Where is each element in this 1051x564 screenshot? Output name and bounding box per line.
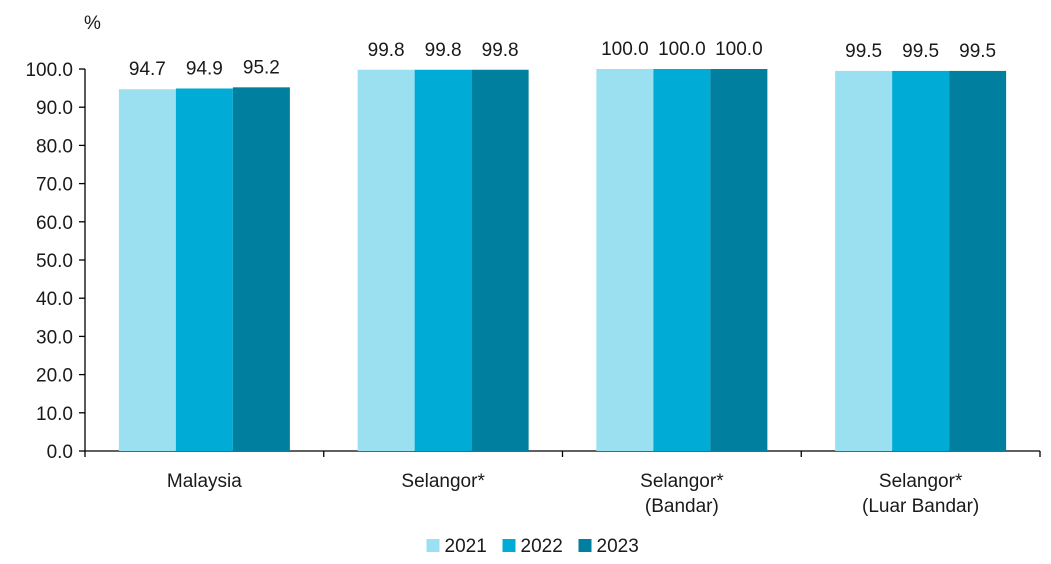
data-label: 100.0 [658, 39, 706, 60]
bars [118, 69, 1007, 452]
y-tick-label: 10.0 [36, 404, 73, 425]
x-category-label: Selangor* (Luar Bandar) [862, 471, 979, 517]
y-tick-label: 90.0 [36, 98, 73, 119]
legend-label-2022: 2022 [521, 536, 563, 557]
data-label: 95.2 [243, 57, 280, 78]
legend-swatch-2023 [578, 539, 592, 552]
x-category-label: Malaysia [167, 471, 242, 492]
bar-selangor-luar-bandar-2022 [892, 70, 950, 451]
y-tick-label: 80.0 [36, 136, 73, 157]
bar-selangor-2021 [357, 69, 415, 451]
y-axis-unit-label: % [84, 13, 101, 34]
y-tick-label: 60.0 [36, 213, 73, 234]
y-tick-label: 30.0 [36, 327, 73, 348]
data-label: 99.8 [368, 40, 405, 61]
bar-selangor-bandar-2021 [596, 69, 654, 451]
data-label: 94.7 [129, 59, 166, 80]
data-label: 99.5 [902, 41, 939, 62]
y-tick-label: 100.0 [25, 60, 73, 81]
axes: 0.0 10.0 20.0 30.0 40.0 50.0 60.0 70.0 80.0 90.0 1… [25, 60, 1041, 463]
data-label: 100.0 [601, 39, 649, 60]
legend-swatch-2022 [502, 539, 516, 552]
bar-selangor-luar-bandar-2023 [949, 70, 1007, 451]
y-tick-label: 70.0 [36, 175, 73, 196]
legend-swatch-2021 [426, 539, 440, 552]
bar-malaysia-2023 [232, 87, 290, 451]
data-label: 99.5 [845, 41, 882, 62]
data-labels: 94.7 94.9 95.2 99.8 99.8 99.8 100.0 100.0 100.0 9… [129, 39, 996, 80]
bar-selangor-2023 [471, 69, 529, 451]
x-category-label: Selangor* [401, 471, 485, 492]
bar-malaysia-2021 [118, 89, 176, 451]
legend: 2021 2022 2023 [426, 536, 639, 557]
bar-selangor-bandar-2023 [710, 69, 768, 451]
category-labels: Malaysia Selangor* Selangor* (Bandar) Selang… [167, 471, 979, 517]
x-category-label: Selangor* (Bandar) [640, 471, 724, 517]
bar-selangor-luar-bandar-2021 [835, 70, 893, 451]
y-tick-label: 20.0 [36, 366, 73, 387]
data-label: 99.8 [425, 40, 462, 61]
data-label: 94.9 [186, 58, 223, 79]
legend-label-2023: 2023 [597, 536, 639, 557]
data-label: 99.8 [482, 40, 519, 61]
data-label: 99.5 [959, 41, 996, 62]
data-label: 100.0 [715, 39, 763, 60]
bar-selangor-bandar-2022 [653, 69, 711, 451]
y-tick-label: 40.0 [36, 289, 73, 310]
y-tick-label: 0.0 [47, 442, 73, 463]
bar-malaysia-2022 [175, 88, 233, 452]
legend-label-2021: 2021 [445, 536, 487, 557]
y-tick-label: 50.0 [36, 251, 73, 272]
bar-selangor-2022 [414, 69, 472, 451]
